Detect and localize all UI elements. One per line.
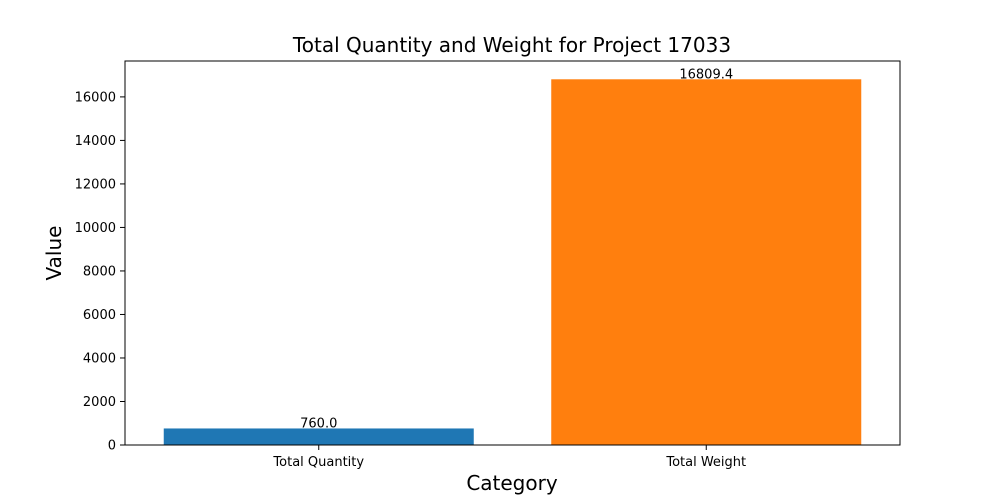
bar-value-label: 760.0 xyxy=(300,416,337,431)
y-tick-label: 2000 xyxy=(83,395,116,410)
y-tick-label: 10000 xyxy=(75,221,116,236)
bars-group xyxy=(163,79,862,446)
x-axis-ticks: Total Quantity Total Weight xyxy=(272,445,746,470)
y-tick-label: 14000 xyxy=(75,134,116,149)
data-labels-group: 760.0 16809.4 xyxy=(300,67,733,431)
plot-area-frame xyxy=(124,60,901,446)
y-tick-label: 16000 xyxy=(75,90,116,105)
y-axis-ticks: 0 2000 4000 6000 8000 10000 12000 14000 16000 xyxy=(75,90,125,454)
x-tick-label: Total Quantity xyxy=(272,455,364,470)
y-axis-label: Value xyxy=(42,226,66,281)
bar-total-quantity xyxy=(163,428,474,445)
bar-value-label: 16809.4 xyxy=(679,67,733,82)
chart-title: Total Quantity and Weight for Project 17… xyxy=(292,33,731,57)
y-tick-label: 12000 xyxy=(75,177,116,192)
y-tick-label: 6000 xyxy=(83,308,116,323)
y-tick-label: 0 xyxy=(108,439,116,454)
x-axis-label: Category xyxy=(466,471,558,495)
y-tick-label: 4000 xyxy=(83,351,116,366)
x-tick-label: Total Weight xyxy=(665,455,746,470)
y-tick-label: 8000 xyxy=(83,264,116,279)
bar-total-weight xyxy=(551,79,862,446)
